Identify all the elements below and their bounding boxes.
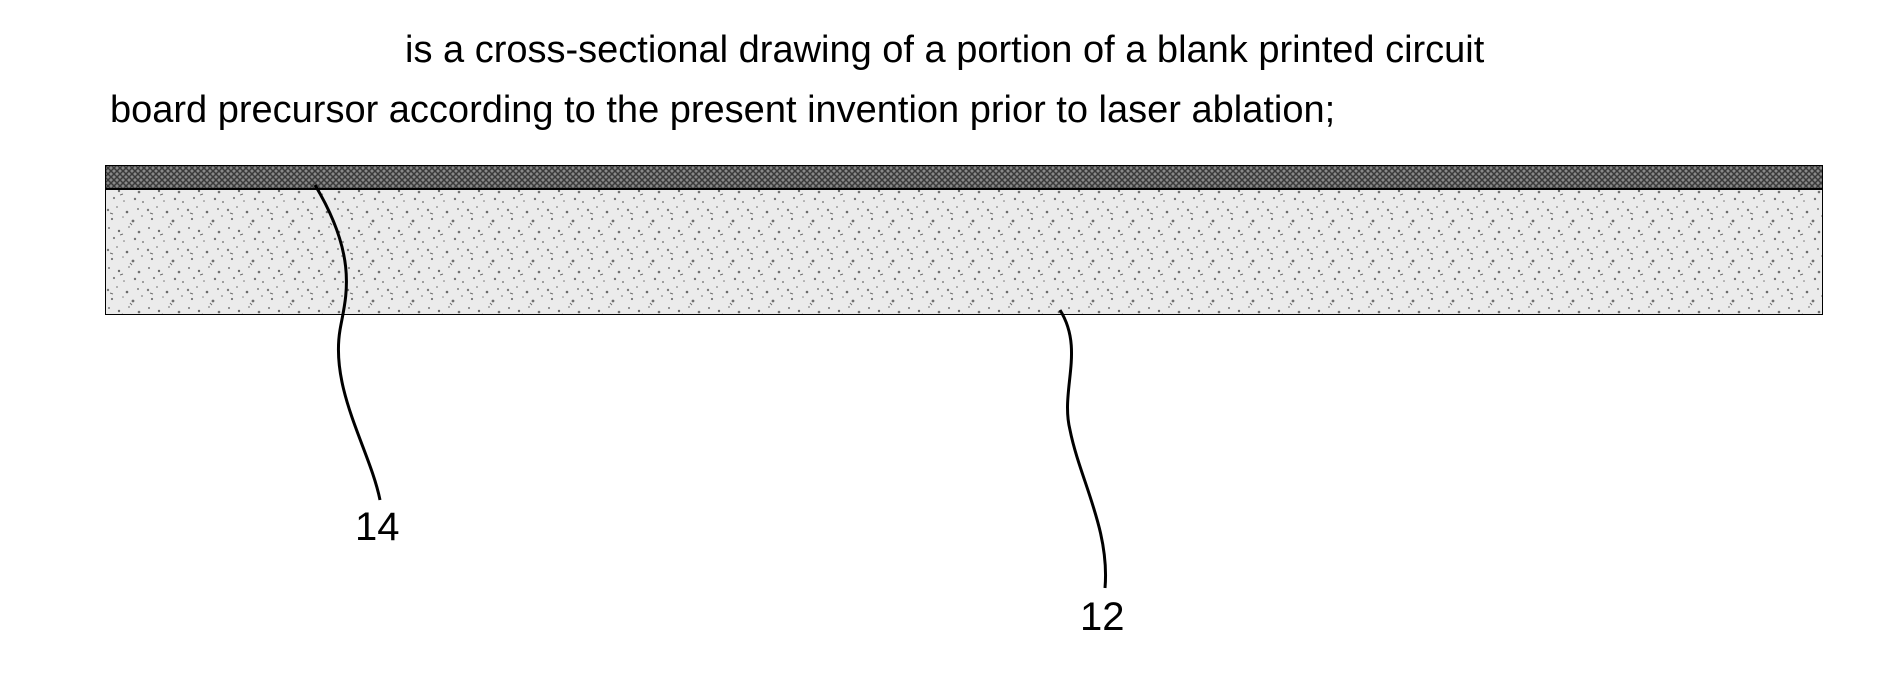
top-layer-rect (105, 165, 1823, 189)
caption-line-1: is a cross-sectional drawing of a portio… (405, 20, 1484, 81)
substrate-rect (105, 189, 1823, 315)
pcb-svg (105, 165, 1823, 315)
reference-label-12: 12 (1080, 595, 1125, 640)
pcb-cross-section (105, 165, 1823, 315)
leader-12 (1060, 310, 1106, 588)
reference-label-14: 14 (355, 505, 400, 550)
caption-line-2: board precursor according to the present… (110, 80, 1335, 141)
